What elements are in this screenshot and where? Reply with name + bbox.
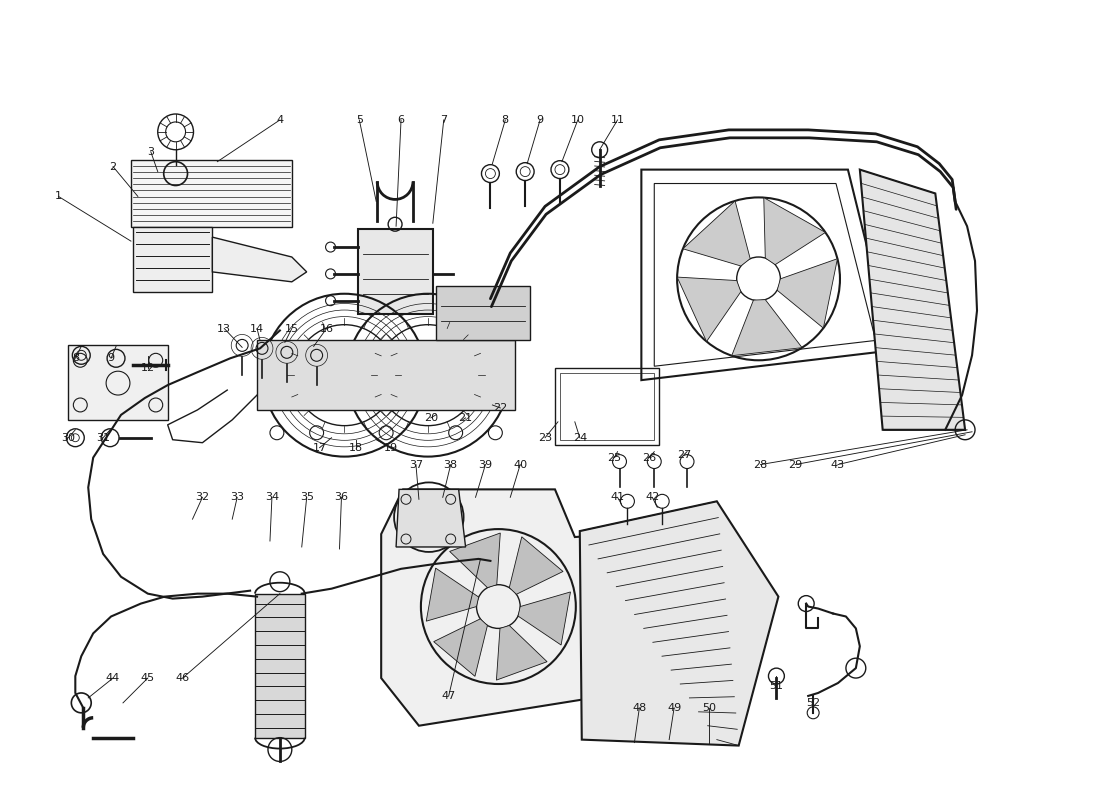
Text: 16: 16 <box>320 323 333 334</box>
Text: 19: 19 <box>384 442 398 453</box>
Text: 22: 22 <box>493 403 507 413</box>
Polygon shape <box>763 198 825 265</box>
Polygon shape <box>860 170 965 430</box>
Polygon shape <box>683 201 750 266</box>
Polygon shape <box>68 346 167 420</box>
Text: 37: 37 <box>409 459 424 470</box>
Polygon shape <box>255 594 305 738</box>
Text: 18: 18 <box>350 442 363 453</box>
Text: 13: 13 <box>218 323 231 334</box>
Polygon shape <box>257 341 515 410</box>
Text: 45: 45 <box>141 673 155 683</box>
Text: 12: 12 <box>141 363 155 374</box>
Polygon shape <box>732 300 802 356</box>
Text: 7: 7 <box>440 115 448 125</box>
Text: 36: 36 <box>334 492 349 502</box>
Text: 4: 4 <box>276 115 284 125</box>
Text: 10: 10 <box>571 115 585 125</box>
Text: 44: 44 <box>106 673 120 683</box>
Text: 25: 25 <box>607 453 621 462</box>
Text: 39: 39 <box>478 459 493 470</box>
Polygon shape <box>450 533 500 588</box>
Text: 23: 23 <box>538 433 552 442</box>
Polygon shape <box>496 626 547 680</box>
Text: 34: 34 <box>265 492 279 502</box>
Text: 24: 24 <box>573 433 587 442</box>
Text: 11: 11 <box>610 115 625 125</box>
Text: 47: 47 <box>441 691 455 701</box>
Text: 42: 42 <box>646 492 659 502</box>
Text: 41: 41 <box>610 492 625 502</box>
Polygon shape <box>382 490 717 726</box>
Text: 28: 28 <box>754 459 768 470</box>
Text: 30: 30 <box>62 433 76 442</box>
Text: 8: 8 <box>502 115 509 125</box>
Polygon shape <box>426 568 478 621</box>
Polygon shape <box>678 277 741 342</box>
Text: 9: 9 <box>537 115 543 125</box>
Text: 15: 15 <box>285 323 299 334</box>
Text: 29: 29 <box>789 459 802 470</box>
Text: 14: 14 <box>250 323 264 334</box>
Text: 31: 31 <box>96 433 110 442</box>
Polygon shape <box>359 229 432 314</box>
Text: 49: 49 <box>667 703 681 713</box>
Text: 20: 20 <box>424 413 438 423</box>
Polygon shape <box>778 258 837 328</box>
Text: 27: 27 <box>676 450 691 460</box>
Polygon shape <box>580 502 779 746</box>
Polygon shape <box>436 286 530 341</box>
Text: 52: 52 <box>806 698 821 708</box>
Text: 3: 3 <box>147 146 154 157</box>
Text: 46: 46 <box>176 673 189 683</box>
Text: 35: 35 <box>299 492 314 502</box>
Text: 8: 8 <box>72 354 79 363</box>
Text: 40: 40 <box>513 459 527 470</box>
Text: 48: 48 <box>632 703 647 713</box>
Polygon shape <box>131 160 292 227</box>
Polygon shape <box>509 537 563 594</box>
Text: 38: 38 <box>443 459 458 470</box>
Text: 9: 9 <box>108 354 114 363</box>
Text: 5: 5 <box>355 115 363 125</box>
Text: 26: 26 <box>642 453 657 462</box>
Text: 51: 51 <box>769 681 783 691</box>
Text: 21: 21 <box>459 413 473 423</box>
Text: 17: 17 <box>312 442 327 453</box>
Text: 2: 2 <box>110 162 117 172</box>
Text: 33: 33 <box>230 492 244 502</box>
Text: 6: 6 <box>397 115 405 125</box>
Polygon shape <box>396 490 465 547</box>
Text: 1: 1 <box>55 191 62 202</box>
Polygon shape <box>433 619 487 676</box>
Polygon shape <box>212 237 307 282</box>
Polygon shape <box>518 592 571 645</box>
Polygon shape <box>133 227 212 292</box>
Text: 50: 50 <box>702 703 716 713</box>
Text: 43: 43 <box>830 459 845 470</box>
Text: 32: 32 <box>196 492 209 502</box>
